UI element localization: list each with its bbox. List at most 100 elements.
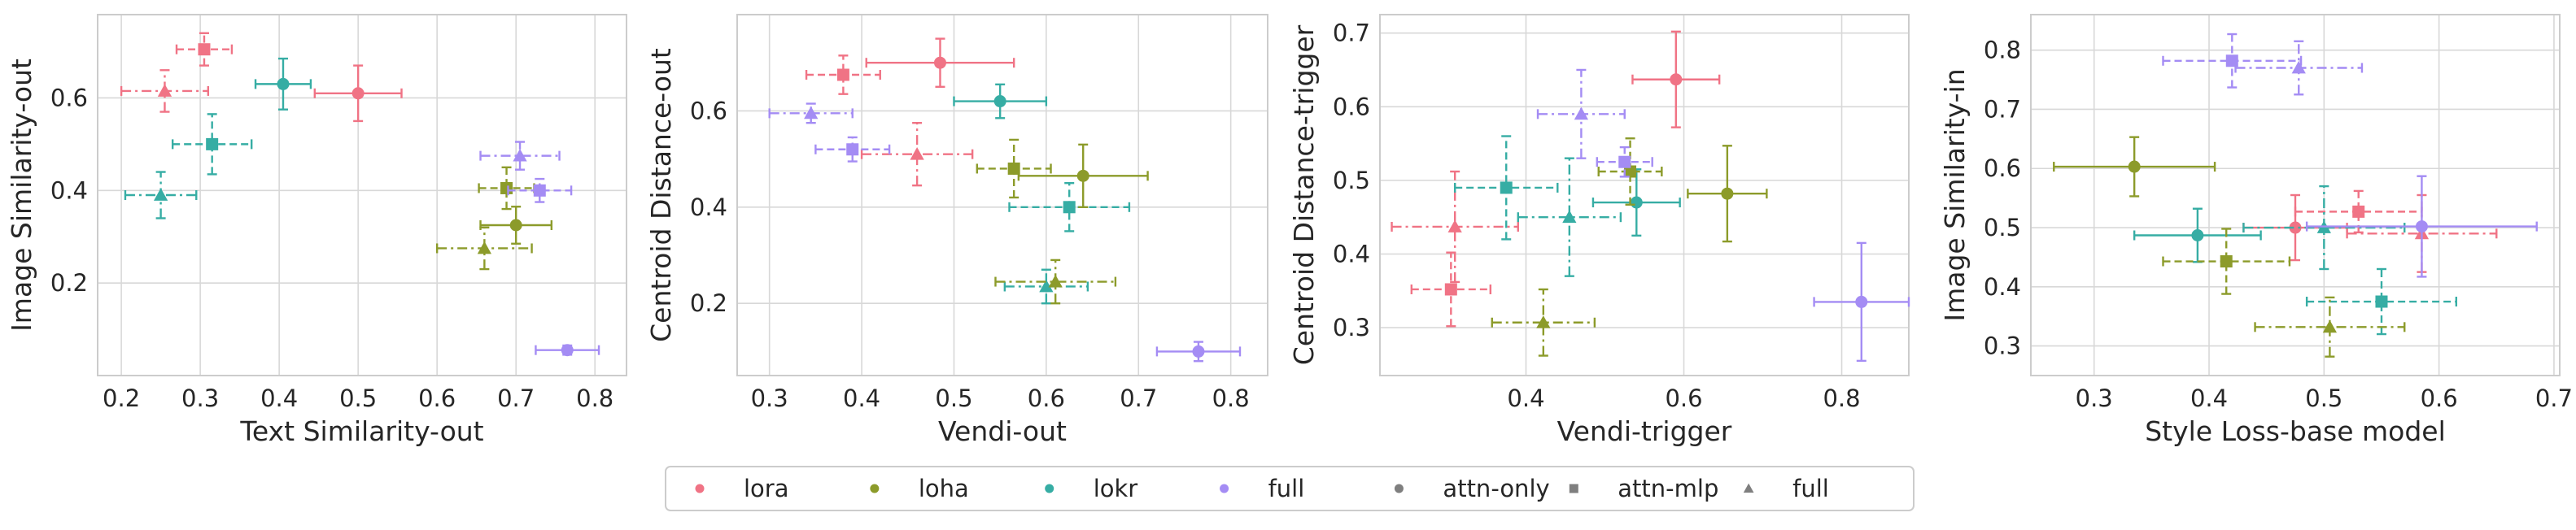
legend-entry: lora — [695, 475, 789, 502]
point-marker — [1855, 295, 1868, 308]
y-tick-label: 0.5 — [1333, 167, 1370, 194]
plot-frame — [736, 14, 1268, 376]
x-tick-label: 0.4 — [843, 384, 880, 412]
point-marker — [500, 181, 513, 194]
point-marker — [1500, 181, 1513, 194]
point-marker — [277, 77, 290, 90]
data-point-loha-attn-only — [1017, 143, 1149, 209]
y-tick-label: 0.5 — [1984, 214, 2021, 241]
data-point-full-attn-only — [535, 344, 600, 357]
x-tick-label: 0.4 — [2190, 384, 2228, 412]
x-tick-label: 0.2 — [103, 384, 140, 412]
point-marker — [836, 68, 849, 81]
point-marker — [1574, 106, 1589, 120]
data-point-full-attn-mlp — [1596, 146, 1653, 178]
legend-label: full — [1268, 475, 1305, 502]
data-point-lokr-attn-mlp — [1008, 181, 1131, 232]
point-marker — [993, 95, 1006, 108]
data-point-full-full — [2234, 40, 2364, 96]
data-point-lora-full — [1391, 170, 1519, 284]
legend-label: loha — [919, 475, 969, 502]
y-tick-label: 0.6 — [1333, 93, 1370, 120]
legend-marker — [1045, 484, 1054, 493]
point-marker — [1039, 279, 1054, 293]
data-point-full-attn-mlp — [507, 177, 573, 203]
x-tick-label: 0.7 — [2535, 384, 2573, 412]
x-tick-label: 0.5 — [935, 384, 972, 412]
y-tick-label: 0.4 — [1333, 240, 1370, 267]
legend-frame — [665, 466, 1915, 511]
y-tick-label: 0.8 — [1984, 37, 2021, 64]
legend-marker — [1220, 484, 1229, 493]
data-point-lokr-attn-only — [953, 83, 1048, 119]
data-point-lokr-full — [1003, 268, 1089, 305]
y-tick-label: 0.4 — [50, 176, 88, 204]
data-point-full-full — [479, 141, 561, 171]
data-point-full-attn-only — [2305, 175, 2538, 278]
y-tick-label: 0.6 — [50, 84, 88, 111]
x-tick-label: 0.5 — [2305, 384, 2342, 412]
point-marker — [1076, 169, 1089, 182]
plot-frame — [1379, 14, 1910, 376]
subplot-3: 0.4 0.6 0.8 0.3 0.4 0.5 0.6 0.7 Vendi-trigger Cen… — [1288, 14, 1910, 447]
legend-marker — [870, 484, 880, 493]
data-point-lora-full — [120, 69, 210, 113]
point-marker — [1007, 162, 1020, 175]
point-marker — [1670, 73, 1683, 86]
point-marker — [804, 106, 819, 119]
x-tick-label: 0.6 — [1028, 384, 1065, 412]
data-point-loha-full — [994, 258, 1117, 305]
point-marker — [513, 148, 527, 162]
x-tick-label: 0.3 — [2076, 384, 2113, 412]
point-marker — [1630, 196, 1643, 209]
data-point-full-attn-only — [1155, 341, 1242, 363]
data-point-lokr-full — [1517, 157, 1622, 277]
data-point-full-attn-mlp — [2162, 33, 2303, 89]
subplot-2: 0.3 0.4 0.5 0.6 0.7 0.8 0.2 0.4 0.6 Vendi-out Cent… — [645, 14, 1268, 447]
data-point-lora-attn-only — [1631, 30, 1721, 128]
point-marker — [1618, 155, 1631, 168]
point-marker — [1444, 283, 1457, 296]
point-marker — [2289, 221, 2302, 234]
point-marker — [477, 241, 491, 254]
point-marker — [1536, 315, 1551, 328]
legend-marker — [1569, 484, 1578, 493]
data-point-lokr-attn-only — [254, 57, 312, 111]
x-tick-label: 0.5 — [339, 384, 377, 412]
x-axis-label: Text Similarity-out — [239, 415, 483, 447]
y-tick-label: 0.4 — [690, 193, 727, 221]
x-tick-label: 0.8 — [1823, 384, 1860, 412]
x-tick-label: 0.7 — [497, 384, 535, 412]
x-tick-label: 0.4 — [1507, 384, 1544, 412]
y-tick-label: 0.4 — [1984, 273, 2021, 301]
data-point-lokr-attn-mlp — [171, 113, 253, 176]
y-axis-label: Centroid Distance-trigger — [1288, 24, 1320, 365]
y-tick-label: 0.3 — [1333, 314, 1370, 341]
legend-marker — [1743, 483, 1754, 493]
x-tick-label: 0.6 — [1665, 384, 1702, 412]
legend: lora loha lokr full attn-only attn-mlp full — [665, 466, 1915, 511]
point-marker — [1721, 187, 1734, 200]
legend-entry: lokr — [1045, 475, 1137, 502]
x-tick-label: 0.3 — [751, 384, 788, 412]
legend-entry: full — [1220, 475, 1304, 502]
x-tick-label: 0.6 — [418, 384, 456, 412]
point-marker — [2128, 160, 2141, 173]
plot-frame — [97, 14, 627, 376]
legend-entry: full — [1743, 475, 1829, 502]
point-marker — [2352, 205, 2365, 218]
point-marker — [2220, 255, 2233, 268]
point-marker — [198, 43, 211, 56]
point-marker — [351, 87, 365, 100]
x-tick-label: 0.8 — [1212, 384, 1250, 412]
y-tick-label: 0.3 — [1984, 332, 2021, 360]
point-marker — [1562, 210, 1577, 224]
x-tick-label: 0.7 — [1120, 384, 1157, 412]
x-axis-label: Vendi-trigger — [1557, 415, 1732, 447]
x-axis-label: Style Loss-base model — [2145, 415, 2446, 447]
point-marker — [1624, 165, 1637, 178]
data-point-loha-full — [1491, 288, 1596, 357]
point-marker — [2291, 60, 2306, 74]
point-marker — [1063, 201, 1076, 214]
